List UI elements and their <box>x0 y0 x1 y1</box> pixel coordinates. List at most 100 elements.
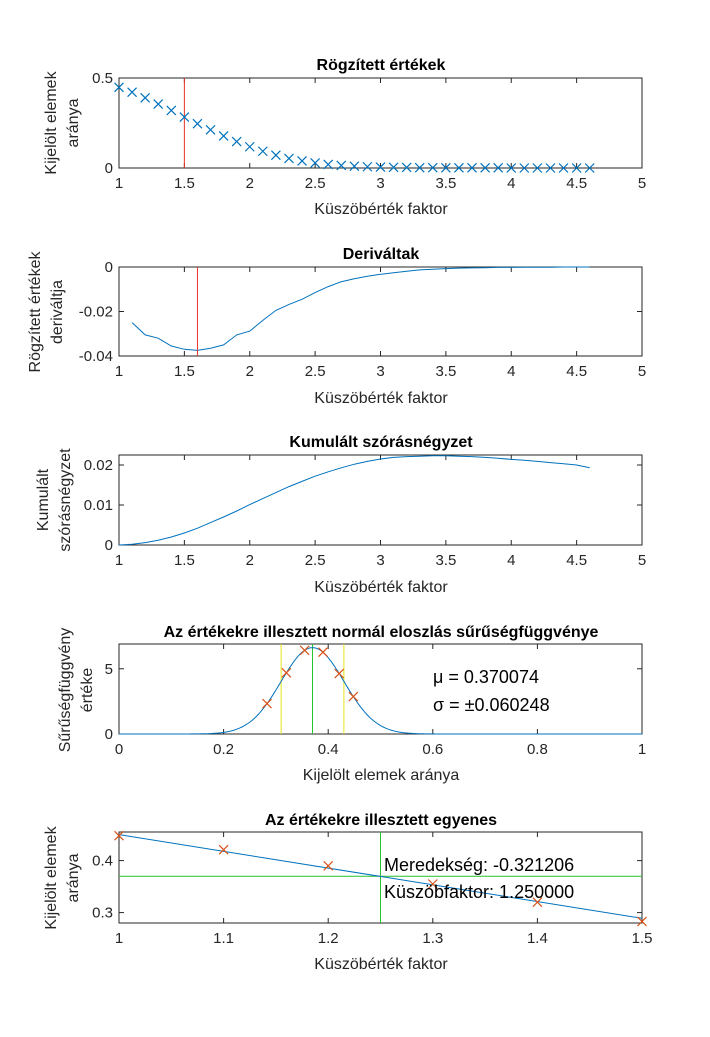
y-tick-label: -0.02 <box>79 304 113 321</box>
y-axis-label-line2: értéke <box>79 668 96 713</box>
data-point-marker <box>244 141 255 152</box>
x-tick-label: 3.5 <box>435 363 456 380</box>
y-axis-label-line1: Sűrűségfüggvény <box>57 628 74 753</box>
x-axis-label: Küszöbérték faktor <box>314 579 448 596</box>
x-tick-label: 1.1 <box>213 930 234 947</box>
data-point-marker <box>545 163 556 173</box>
sigma-annotation: σ = ±0.060248 <box>433 695 550 715</box>
y-axis-label-line2: aránya <box>65 98 82 147</box>
data-point-marker <box>427 879 438 889</box>
x-tick-label: 1.5 <box>632 930 653 947</box>
data-point-marker <box>349 161 360 172</box>
fit-line <box>118 834 643 919</box>
panel-fixed-values: Rögzített értékek Küszöbérték faktor Kij… <box>43 57 646 218</box>
y-tick-label: 0 <box>105 726 113 743</box>
x-tick-label: 1 <box>115 175 123 192</box>
data-point-marker <box>414 162 425 173</box>
x-tick-label: 1 <box>115 363 123 380</box>
y-axis-label-line1: Kijelölt elemek <box>43 70 60 174</box>
x-tick-label: 2 <box>246 552 254 569</box>
plot-area <box>118 454 643 546</box>
panel-normal-density: Az értékekre illesztett normál eloszlás … <box>57 624 646 784</box>
data-point-marker <box>205 124 216 135</box>
x-tick-label: 4 <box>507 175 515 192</box>
x-tick-label: 3.5 <box>435 175 456 192</box>
density-curve <box>119 647 642 735</box>
x-tick-label: 0.6 <box>422 741 443 758</box>
y-tick-label: 0.5 <box>92 70 113 87</box>
x-tick-label: 4 <box>507 363 515 380</box>
data-point-marker <box>114 830 124 841</box>
plot-area <box>118 643 643 735</box>
y-axis-label-line1: Kijelölt elemek <box>43 825 60 929</box>
data-point-marker <box>558 163 569 173</box>
series-line <box>131 266 590 351</box>
data-point-marker <box>571 163 582 173</box>
x-tick-label: 4.5 <box>566 552 587 569</box>
chart-title: Az értékekre illesztett egyenes <box>265 812 497 829</box>
data-point-marker <box>454 162 464 173</box>
data-point-marker <box>388 162 399 173</box>
x-tick-label: 3.5 <box>435 552 456 569</box>
data-point-marker <box>532 897 543 908</box>
x-tick-label: 0.8 <box>527 741 548 758</box>
threshold-annotation: Küszöbfaktor: 1.250000 <box>384 882 574 902</box>
x-axis-label: Kijelölt elemek aránya <box>303 767 460 784</box>
x-axis-label: Küszöbérték faktor <box>314 201 448 218</box>
data-point-marker <box>440 162 451 173</box>
data-point-marker <box>519 163 530 173</box>
data-point-marker <box>323 860 334 871</box>
x-tick-label: 3 <box>376 552 384 569</box>
x-tick-label: 2.5 <box>305 175 326 192</box>
density-point-marker <box>299 645 310 656</box>
data-point-marker <box>480 162 491 173</box>
x-tick-label: 2.5 <box>305 363 326 380</box>
data-point-marker <box>401 162 412 173</box>
data-point-marker <box>218 131 229 141</box>
y-axis-label-line1: Rögzített értékek <box>27 251 44 373</box>
y-tick-label: 0.4 <box>92 853 113 870</box>
x-axis-label: Küszöbérték faktor <box>314 956 448 973</box>
x-tick-label: 5 <box>638 175 646 192</box>
data-point-marker <box>257 146 268 157</box>
x-tick-label: 2 <box>246 363 254 380</box>
x-tick-label: 3 <box>376 363 384 380</box>
y-tick-label: 0.3 <box>92 905 113 922</box>
data-point-marker <box>140 92 151 103</box>
x-tick-label: 0 <box>115 741 123 758</box>
data-point-marker <box>284 153 294 164</box>
density-point-marker <box>281 667 292 678</box>
x-tick-label: 4.5 <box>566 175 587 192</box>
chart-title: Rögzített értékek <box>317 57 446 74</box>
y-tick-label: 0 <box>105 537 113 554</box>
x-tick-label: 2.5 <box>305 552 326 569</box>
chart-title: Az értékekre illesztett normál eloszlás … <box>164 624 599 641</box>
y-tick-label: 0 <box>105 160 113 177</box>
data-point-marker <box>362 161 373 172</box>
data-point-marker <box>375 162 386 173</box>
data-point-marker <box>310 158 321 168</box>
x-tick-label: 3 <box>376 175 384 192</box>
y-tick-label: 5 <box>105 661 113 678</box>
data-point-marker <box>637 916 647 927</box>
y-axis-label-line2: aránya <box>65 853 82 902</box>
x-tick-label: 1.2 <box>318 930 339 947</box>
x-tick-label: 2 <box>246 175 254 192</box>
data-point-marker <box>323 159 334 170</box>
x-tick-label: 1.5 <box>174 552 195 569</box>
data-point-marker <box>153 99 164 110</box>
data-point-marker <box>493 162 504 173</box>
data-point-marker <box>179 112 190 122</box>
y-tick-label: -0.04 <box>79 348 113 365</box>
x-tick-label: 1.5 <box>174 363 195 380</box>
data-point-marker <box>336 160 347 171</box>
y-tick-label: 0 <box>105 259 113 276</box>
y-axis-label-line1: Kumulált <box>35 468 52 531</box>
mu-annotation: μ = 0.370074 <box>433 667 539 687</box>
plot-area <box>118 266 643 357</box>
y-tick-label: 0.01 <box>84 497 113 514</box>
data-point-marker <box>166 105 177 116</box>
y-axis-label-line2: szórásnégyzet <box>57 448 74 552</box>
x-tick-label: 1.3 <box>422 930 443 947</box>
